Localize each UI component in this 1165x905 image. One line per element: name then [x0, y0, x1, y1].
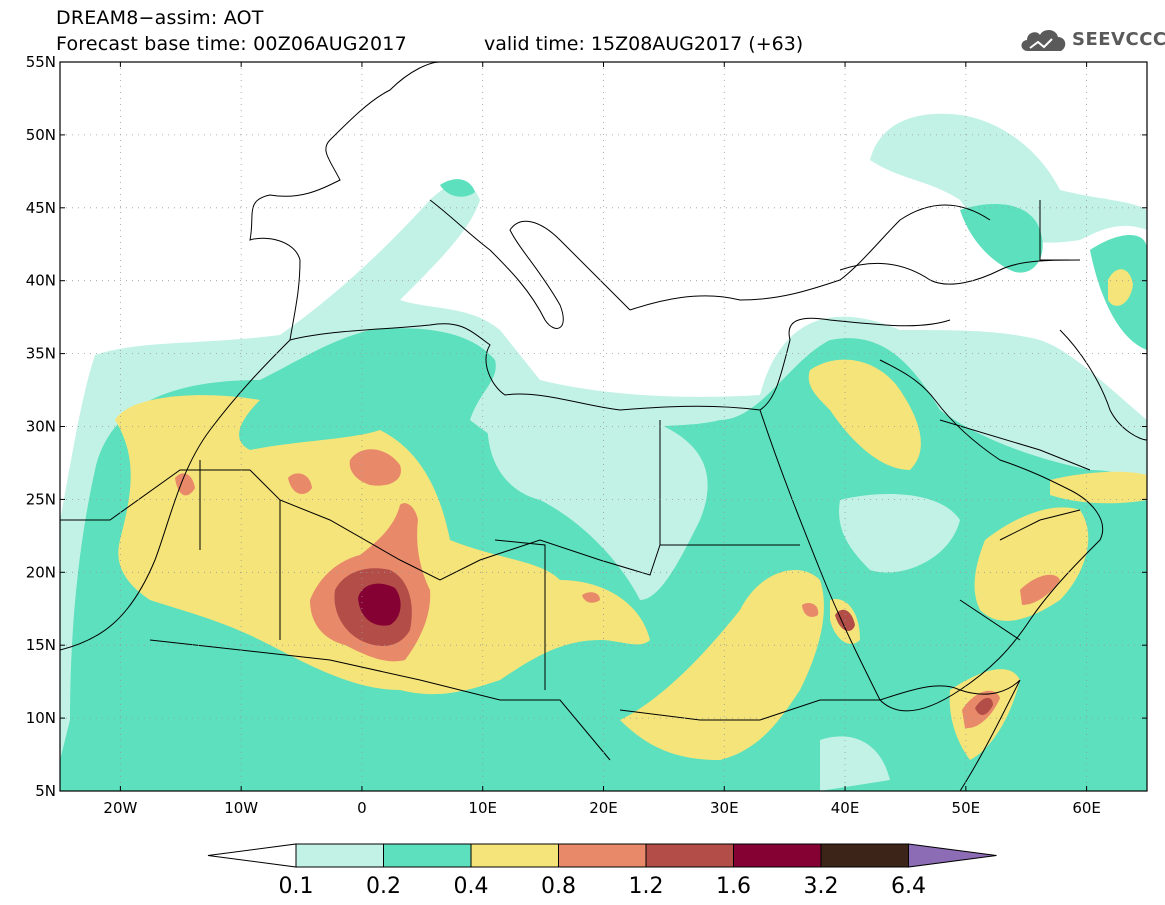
lon-tick-label: 10W [224, 799, 258, 817]
lat-tick-label: 15N [26, 636, 56, 654]
colorbar-label: 1.2 [629, 874, 664, 899]
aot-contour-0.8 [349, 449, 401, 486]
colorbar-label: 0.4 [454, 874, 489, 899]
colorbar-label: 3.2 [804, 874, 839, 899]
lon-tick-labels: 20W 10W 0 10E 20E 30E 40E 50E 60E [103, 62, 1101, 817]
aot-contour-0.1 [487, 400, 708, 600]
lat-tick-label: 10N [26, 709, 56, 727]
aot-contour-0.8 [802, 603, 819, 617]
aot-contour-0.8 [288, 473, 312, 494]
lon-tick-label: 20E [589, 799, 618, 817]
colorbar-label: 0.1 [279, 874, 314, 899]
aot-field [60, 62, 1147, 791]
lat-tick-label: 5N [35, 782, 56, 800]
aot-contour-0.8 [1020, 574, 1060, 605]
aot-contour-0.8 [175, 473, 195, 496]
colorbar-label: 0.8 [541, 874, 576, 899]
colorbar-swatch [295, 843, 384, 868]
lon-tick-label: 50E [952, 799, 981, 817]
colorbar-swatch [558, 843, 647, 868]
colorbar-high-arrow [908, 843, 997, 868]
aot-contour-0.4 [1108, 269, 1133, 306]
aot-contour-0.4 [974, 507, 1089, 621]
map-title: DREAM8−assim: AOT [56, 7, 264, 29]
lon-tick-label: 40E [831, 799, 860, 817]
aot-contour-0.8 [582, 592, 600, 603]
lat-tick-label: 35N [26, 345, 56, 363]
lon-tick-label: 10E [468, 799, 497, 817]
lon-tick-label: 20W [103, 799, 137, 817]
aot-contour-0.4 [1050, 471, 1147, 504]
aot-contour-0.4 [620, 570, 824, 760]
aot-contour-1.6 [358, 583, 401, 626]
lat-tick-label: 25N [26, 490, 56, 508]
lat-tick-label: 45N [26, 199, 56, 217]
cloud-icon [1021, 29, 1066, 51]
colorbar-low-arrow [207, 843, 297, 868]
colorbar: 0.1 0.2 0.4 0.8 1.2 1.6 3.2 6.4 [207, 843, 997, 899]
colorbar-label: 0.2 [366, 874, 401, 899]
valid-time: valid time: 15Z08AUG2017 (+63) [484, 33, 804, 55]
aot-contour-0.1 [839, 494, 960, 573]
colorbar-swatch [383, 843, 472, 868]
colorbar-swatch [645, 843, 734, 868]
colorbar-swatch [470, 843, 559, 868]
lon-tick-label: 60E [1072, 799, 1101, 817]
lon-tick-label: 0 [357, 799, 367, 817]
lat-tick-label: 30N [26, 418, 56, 436]
colorbar-label: 6.4 [891, 874, 926, 899]
lat-tick-labels: 5N 10N 15N 20N 25N 30N 35N 40N 45N 50N 55N [26, 53, 1147, 800]
lat-tick-label: 55N [26, 53, 56, 71]
logo-text: SEEVCCC [1072, 29, 1165, 50]
coastlines [60, 62, 1147, 791]
seevccc-logo: SEEVCCC [1018, 25, 1165, 55]
aot-contour-0.4 [808, 359, 921, 470]
aot-contour-1.2 [975, 697, 993, 716]
aot-contour-0.2 [960, 204, 1043, 273]
colorbar-swatch [733, 843, 822, 868]
aot-contour-0.1 [820, 736, 890, 791]
lat-tick-label: 40N [26, 272, 56, 290]
lat-tick-label: 50N [26, 126, 56, 144]
colorbar-swatch [820, 843, 909, 868]
aot-contour-0.2 [440, 179, 475, 197]
lat-tick-label: 20N [26, 563, 56, 581]
forecast-base-time: Forecast base time: 00Z06AUG2017 [56, 33, 407, 55]
lon-tick-label: 30E [710, 799, 739, 817]
colorbar-label: 1.6 [716, 874, 751, 899]
